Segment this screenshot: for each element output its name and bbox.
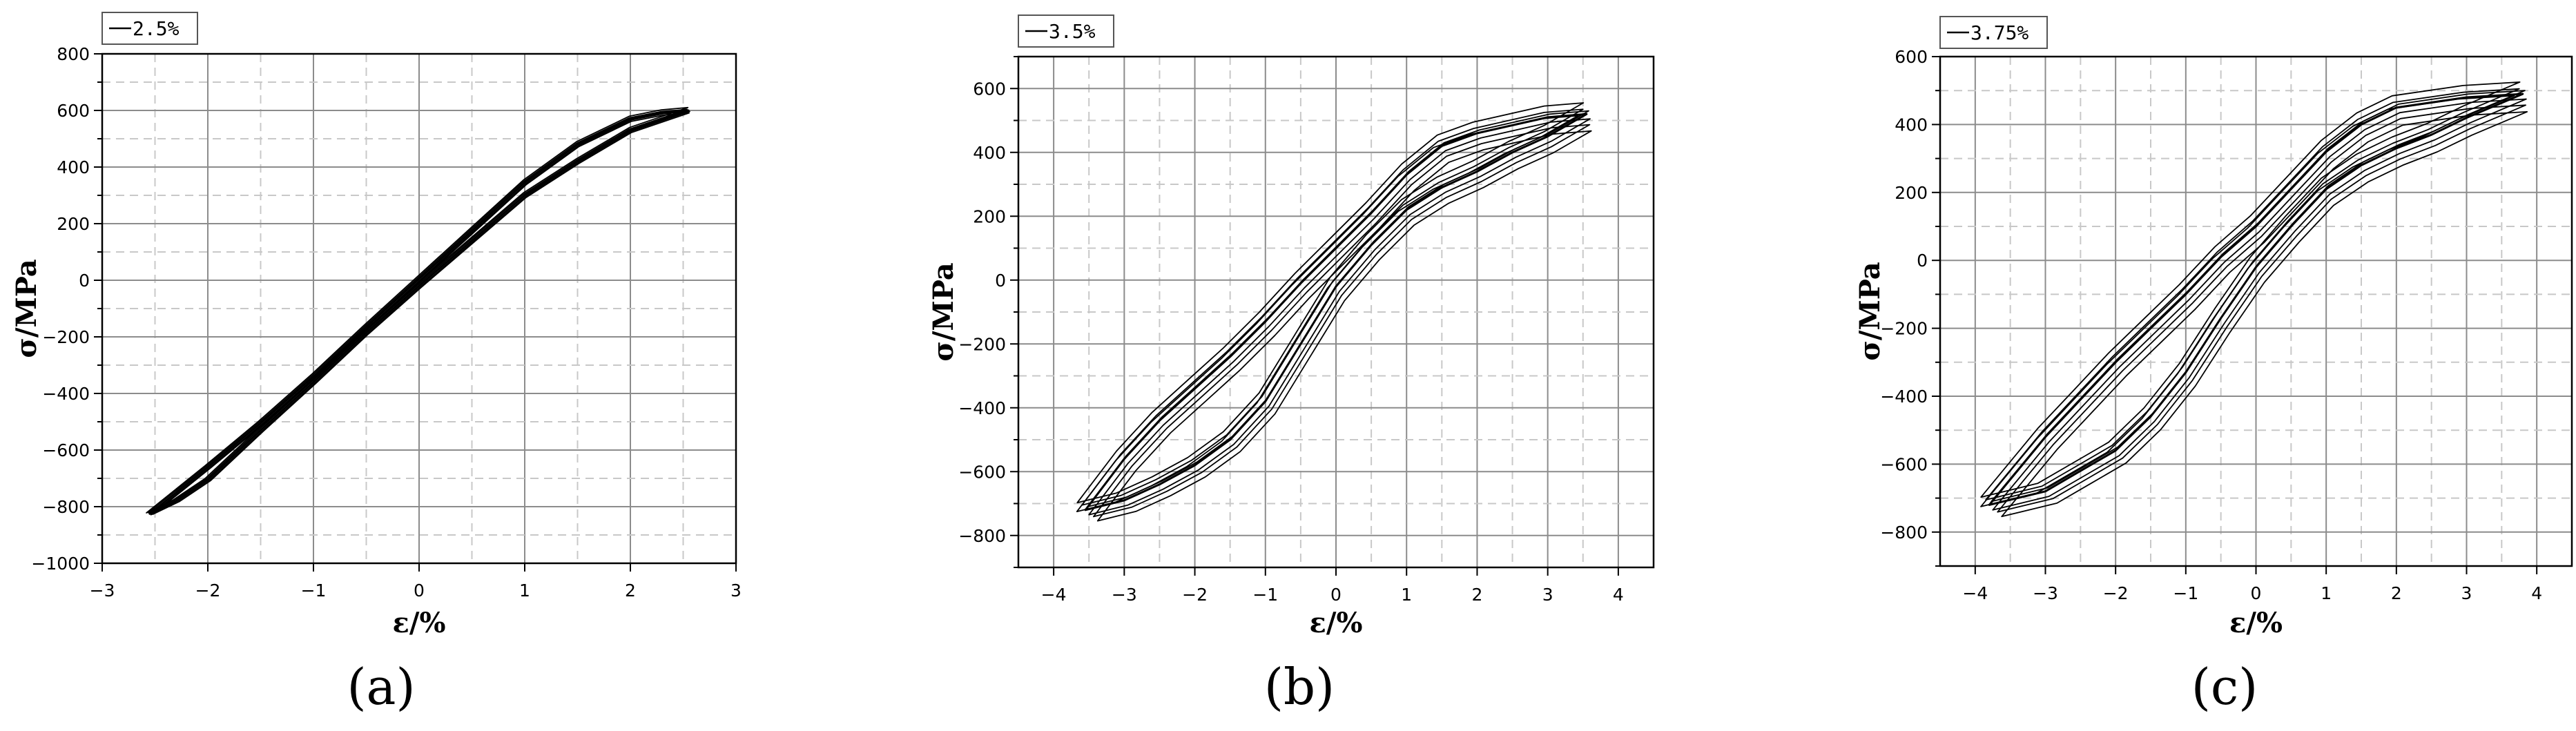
x-tick-label: 1 [2321, 583, 2332, 603]
y-tick-label: 400 [57, 157, 90, 177]
series-line-3-5pct-cycle-7 [1087, 110, 1589, 507]
x-tick-label: 3 [730, 581, 742, 601]
series-line-3-5pct-cycle-6 [1096, 130, 1592, 522]
y-tick-label: 800 [57, 44, 90, 64]
x-tick-label: 4 [2531, 583, 2542, 603]
series-line-3-75pct-cycle-2 [1992, 98, 2527, 511]
legend-label: 2.5% [133, 17, 180, 40]
x-tick-label: −4 [1041, 585, 1067, 605]
x-tick-label: −3 [1112, 585, 1137, 605]
chart-panel-c: −4 −3 −2 −1 0 1 2 3 4 −800 −600 −400 −200 0 200 400 600 ε… [1854, 16, 2573, 716]
x-tick-label: −3 [90, 581, 115, 601]
x-tick-label: 2 [625, 581, 636, 601]
x-tick-label: 4 [1613, 585, 1624, 605]
y-tick-label: 600 [57, 101, 90, 121]
y-axis-label: σ/MPa [927, 262, 960, 361]
y-tick-label: 0 [79, 271, 90, 291]
y-axis-label: σ/MPa [1854, 262, 1886, 360]
x-tick-label: 2 [2391, 583, 2402, 603]
x-axis-label: ε/% [393, 607, 446, 639]
y-tick-label: −200 [1880, 319, 1928, 339]
x-tick-label: −2 [1182, 585, 1208, 605]
x-tick-label: 1 [519, 581, 530, 601]
y-tick-label: −800 [1880, 523, 1928, 543]
x-tick-label: −4 [1962, 583, 1988, 603]
series-line-2-5pct-cycle-4 [152, 112, 690, 515]
x-tick-label: 2 [1471, 585, 1482, 605]
series-line-3-75pct-cycle-8 [1980, 95, 2515, 507]
x-tick-label: −1 [301, 581, 327, 601]
x-tick-label: −2 [195, 581, 221, 601]
y-tick-label: 200 [973, 206, 1006, 226]
y-tick-label: −600 [1880, 454, 1928, 474]
x-axis-label: ε/% [2229, 607, 2283, 639]
chart-panel-a: −3 −2 −1 0 1 2 3 −1000 −800 −600 −400 −200 0 200 400 60… [10, 12, 742, 716]
y-tick-label: 400 [973, 143, 1006, 163]
y-tick-label: −800 [958, 526, 1006, 546]
x-tick-label: 3 [2461, 583, 2472, 603]
x-tick-label: 0 [2251, 583, 2262, 603]
series-line-3-75pct-cycle-4 [1997, 104, 2526, 513]
x-tick-label: −2 [2103, 583, 2129, 603]
series-line-3-5pct-cycle-1 [1084, 113, 1588, 511]
y-tick-label: 600 [1895, 47, 1928, 67]
y-tick-label: −400 [958, 398, 1006, 418]
series-line-3-75pct-cycle-6 [2001, 111, 2528, 518]
legend-label: 3.5% [1049, 20, 1096, 43]
panel-label: (a) [347, 658, 415, 716]
x-tick-label: 1 [1401, 585, 1412, 605]
series-line-2-5pct-cycle-1 [148, 109, 690, 515]
y-tick-label: −200 [42, 327, 90, 347]
x-tick-label: −1 [1252, 585, 1278, 605]
legend: 2.5% [101, 12, 198, 45]
series-line-2-5pct-cycle-5 [146, 106, 689, 514]
panel-label: (c) [2191, 658, 2258, 716]
x-tick-label: 0 [1330, 585, 1342, 605]
series-line-3-5pct-cycle-8 [1076, 115, 1579, 512]
y-tick-label: −1000 [31, 554, 90, 574]
x-tick-label: −3 [2033, 583, 2058, 603]
y-tick-label: 0 [1917, 251, 1928, 271]
series-line-3-5pct-cycle-2 [1088, 118, 1591, 516]
legend: 3.5% [1018, 14, 1114, 48]
y-tick-label: 400 [1895, 115, 1928, 135]
y-tick-label: 200 [1895, 183, 1928, 203]
y-tick-label: −600 [42, 440, 90, 460]
chart-panel-b: −4 −3 −2 −1 0 1 2 3 4 −800 −600 −400 −200 0 200 400 600 ε… [927, 14, 1655, 716]
x-tick-label: 0 [414, 581, 425, 601]
y-tick-label: 200 [57, 214, 90, 234]
series-line-3-75pct-cycle-5 [1980, 81, 2521, 498]
x-axis-label: ε/% [1310, 607, 1363, 639]
y-tick-label: 600 [973, 79, 1006, 99]
series-line-3-5pct-cycle-3 [1081, 108, 1584, 506]
y-tick-label: −800 [42, 497, 90, 517]
y-tick-label: 0 [995, 271, 1006, 291]
y-tick-label: −200 [958, 334, 1006, 354]
legend: 3.75% [1939, 16, 2048, 49]
series-line-3-5pct-cycle-5 [1076, 102, 1585, 504]
y-tick-label: −400 [1880, 387, 1928, 407]
legend-label: 3.75% [1970, 21, 2028, 44]
series-line-3-75pct-cycle-7 [1991, 90, 2526, 503]
series-line-3-5pct-cycle-4 [1093, 124, 1591, 518]
y-tick-label: −400 [42, 384, 90, 404]
y-axis-label: σ/MPa [10, 259, 43, 358]
y-tick-label: −600 [958, 462, 1006, 482]
x-tick-label: −1 [2173, 583, 2198, 603]
x-tick-label: 3 [1542, 585, 1553, 605]
panel-label: (b) [1264, 658, 1335, 716]
